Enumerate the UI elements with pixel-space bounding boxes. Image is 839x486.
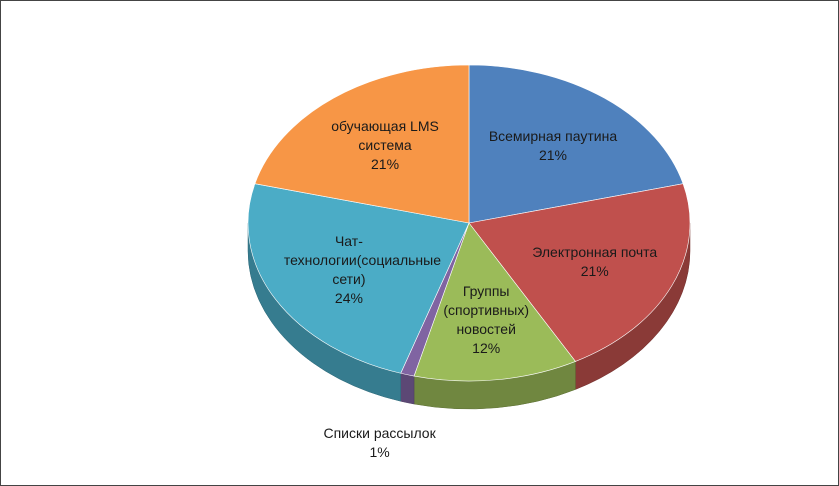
data-label: Чат-технологии(социальные сети) 24% [283, 232, 441, 308]
data-label: Группы (спортивных) новостей 12% [421, 282, 551, 358]
value-label: 24% [334, 290, 363, 307]
category-label: Группы (спортивных) новостей [443, 283, 529, 338]
category-label: Всемирная паутина [488, 127, 618, 144]
pie-slice [254, 64, 470, 224]
pie-slice [468, 64, 684, 224]
category-label: Списки рассылок [323, 425, 436, 441]
data-label: Электронная почта 21% [530, 243, 660, 281]
value-label: 12% [472, 340, 501, 357]
value-label: 21% [371, 156, 400, 173]
category-label: Электронная почта [532, 243, 658, 260]
category-label: обучающая LMS система [331, 118, 439, 154]
pie-slice [247, 183, 470, 374]
data-label: Всемирная паутина 21% [488, 127, 618, 165]
value-label: 1% [369, 444, 390, 460]
pie-slice [413, 222, 576, 382]
data-label: обучающая LMS система 21% [320, 117, 450, 174]
data-label: Списки рассылок 1% [315, 424, 445, 462]
pie-slice [468, 183, 691, 362]
value-label: 21% [538, 146, 567, 163]
slice-side [400, 372, 415, 405]
value-label: 21% [580, 262, 609, 279]
category-label: Чат-технологии(социальные сети) [283, 233, 441, 288]
